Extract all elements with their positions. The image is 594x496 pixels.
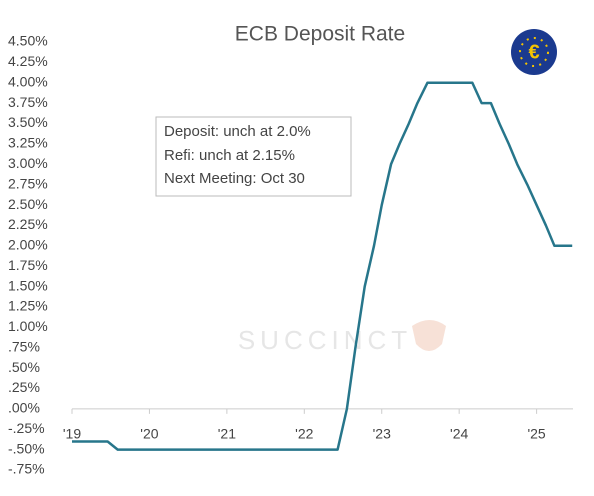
x-tick-label: '20 [140, 426, 158, 442]
y-tick-label: 2.00% [8, 237, 48, 253]
x-tick-label: '22 [295, 426, 313, 442]
y-tick-label: 4.00% [8, 73, 48, 89]
x-tick-label: '21 [218, 426, 236, 442]
y-tick-label: 4.50% [8, 33, 48, 49]
svg-text:€: € [528, 41, 539, 63]
euro-logo: € [511, 29, 557, 75]
x-tick-label: '23 [373, 426, 391, 442]
y-tick-label: 1.00% [8, 318, 48, 334]
y-tick-label: .25% [8, 379, 40, 395]
y-tick-label: 1.50% [8, 277, 48, 293]
y-tick-label: 4.25% [8, 53, 48, 69]
watermark: SUCCINCT [238, 325, 412, 355]
y-tick-label: 3.75% [8, 94, 48, 110]
y-tick-label: 2.50% [8, 196, 48, 212]
y-tick-label: 1.75% [8, 257, 48, 273]
y-tick-label: -.50% [8, 440, 45, 456]
chart-title: ECB Deposit Rate [235, 23, 405, 46]
watermark-logo [412, 320, 446, 351]
x-tick-label: '24 [450, 426, 468, 442]
line-series [72, 81, 573, 451]
y-tick-label: 2.25% [8, 216, 48, 232]
y-tick-label: 1.25% [8, 298, 48, 314]
x-tick-label: '19 [63, 426, 81, 442]
x-tick-label: '25 [527, 426, 545, 442]
y-tick-label: -.25% [8, 420, 45, 436]
annotation-box [155, 116, 352, 197]
y-tick-label: 3.25% [8, 135, 48, 151]
y-tick-label: -.75% [8, 461, 45, 477]
y-tick-label: .00% [8, 400, 40, 416]
y-tick-label: 3.50% [8, 114, 48, 130]
y-tick-label: .75% [8, 338, 40, 354]
y-tick-label: .50% [8, 359, 40, 375]
y-tick-label: 3.00% [8, 155, 48, 171]
annotation-text: Next Meeting: Oct 30 [164, 170, 305, 187]
y-tick-label: 2.75% [8, 175, 48, 191]
annotation-text: Refi: unch at 2.15% [164, 147, 295, 164]
annotation-text: Deposit: unch at 2.0% [164, 123, 311, 140]
